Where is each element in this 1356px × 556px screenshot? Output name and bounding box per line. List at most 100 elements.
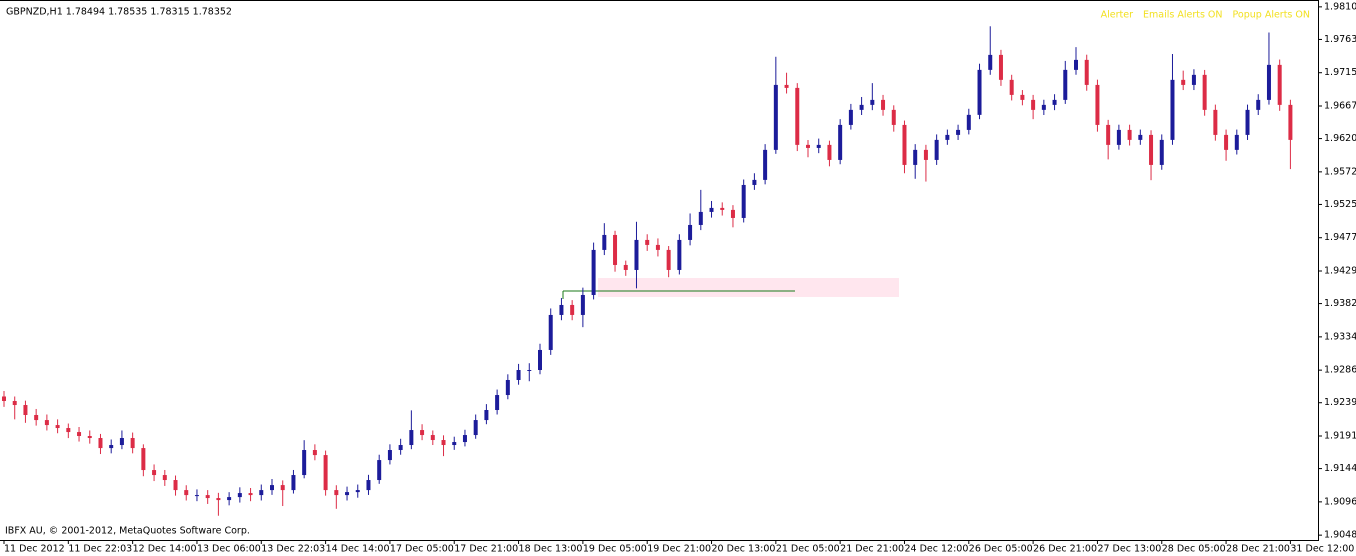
x-tick-label: 17 Dec 21:00 xyxy=(454,544,518,555)
candle-body xyxy=(730,209,735,218)
candle-body xyxy=(12,400,17,406)
x-tick-label: 28 Dec 21:00 xyxy=(1226,544,1290,555)
candle-body xyxy=(902,124,907,165)
candle-body xyxy=(430,435,435,441)
y-tick-label: 1.91910 xyxy=(1324,431,1356,442)
candle-body xyxy=(752,179,757,185)
y-tick-label: 1.92390 xyxy=(1324,397,1356,408)
candle-body xyxy=(291,475,296,491)
candle-body xyxy=(1213,109,1218,135)
alert-label: Emails Alerts ON xyxy=(1143,10,1223,21)
candle-body xyxy=(698,211,703,225)
candle-body xyxy=(1288,104,1293,140)
y-tick-label: 1.97150 xyxy=(1324,67,1356,78)
candle-body xyxy=(559,304,564,315)
candle-body xyxy=(205,495,210,499)
candle-body xyxy=(398,445,403,451)
candle-body xyxy=(227,497,232,501)
y-tick-label: 1.93820 xyxy=(1324,298,1356,309)
candle-body xyxy=(741,184,746,218)
candle-body xyxy=(1031,99,1036,110)
candle-body xyxy=(377,460,382,481)
candle-body xyxy=(859,104,864,110)
candle-body xyxy=(1224,134,1229,150)
x-tick-label: 14 Dec 14:00 xyxy=(326,544,390,555)
candle-body xyxy=(913,149,918,165)
candle-body xyxy=(237,493,242,498)
candle-body xyxy=(334,490,339,496)
candle-body xyxy=(966,114,971,130)
candle-body xyxy=(891,109,896,125)
candle-body xyxy=(655,244,660,250)
candle-body xyxy=(119,438,124,446)
x-tick-label: 24 Dec 12:00 xyxy=(904,544,968,555)
candle-body xyxy=(473,420,478,436)
candle-body xyxy=(613,234,618,265)
candle-body xyxy=(634,239,639,270)
y-tick-label: 1.96200 xyxy=(1324,133,1356,144)
y-tick-label: 1.91440 xyxy=(1324,463,1356,474)
candle-body xyxy=(312,450,317,456)
candle-body xyxy=(280,485,285,491)
candle-body xyxy=(1256,99,1261,110)
x-tick-label: 17 Dec 05:00 xyxy=(390,544,454,555)
candle-body xyxy=(666,249,671,270)
y-tick-label: 1.95720 xyxy=(1324,166,1356,177)
candle-body xyxy=(302,450,307,476)
candle-body xyxy=(44,420,49,426)
y-tick-label: 1.95250 xyxy=(1324,199,1356,210)
candle-body xyxy=(484,410,489,421)
x-tick-label: 26 Dec 21:00 xyxy=(1033,544,1097,555)
candle-body xyxy=(216,498,221,501)
candle-body xyxy=(1277,64,1282,105)
candle-body xyxy=(848,109,853,125)
x-tick-label: 19 Dec 05:00 xyxy=(583,544,647,555)
y-tick-label: 1.94770 xyxy=(1324,232,1356,243)
candle-body xyxy=(1266,64,1271,100)
candle-body xyxy=(505,379,510,396)
candle-body xyxy=(923,149,928,160)
candle-body xyxy=(1074,59,1078,70)
candle-body xyxy=(773,84,778,150)
candle-body xyxy=(1063,69,1068,100)
alert-label: Popup Alerts ON xyxy=(1233,10,1310,21)
x-tick-label: 21 Dec 21:00 xyxy=(840,544,904,555)
x-tick-label: 31 Dec 12:00 xyxy=(1290,544,1354,555)
candle-body xyxy=(795,87,800,145)
x-tick-label: 26 Dec 05:00 xyxy=(969,544,1033,555)
x-tick-label: 18 Dec 13:00 xyxy=(519,544,583,555)
candle-body xyxy=(516,370,521,380)
candle-body xyxy=(409,430,414,446)
candle-body xyxy=(387,450,392,461)
candle-body xyxy=(1234,134,1239,150)
candle-body xyxy=(720,207,725,210)
candle-body xyxy=(977,69,982,115)
candle-body xyxy=(945,134,950,140)
candle-body xyxy=(998,54,1003,80)
candle-body xyxy=(2,396,6,401)
candle-body xyxy=(1202,74,1207,110)
candle-body xyxy=(1245,109,1250,135)
candle-body xyxy=(1106,124,1111,145)
candle-body xyxy=(345,492,350,496)
candle-body xyxy=(194,495,199,497)
x-tick-label: 20 Dec 13:00 xyxy=(712,544,776,555)
candle-body xyxy=(934,139,939,160)
candle-body xyxy=(988,54,993,70)
candle-body xyxy=(548,314,553,350)
candle-body xyxy=(259,490,264,496)
candle-body xyxy=(1127,129,1132,140)
candle-body xyxy=(1159,139,1164,165)
candle-body xyxy=(23,405,28,415)
candle-body xyxy=(570,304,575,315)
y-tick-label: 1.90960 xyxy=(1324,496,1356,507)
y-tick-label: 1.92860 xyxy=(1324,365,1356,376)
candle-body xyxy=(130,438,135,449)
candle-body xyxy=(1170,79,1175,140)
candle-body xyxy=(1052,99,1057,105)
candle-body xyxy=(34,414,39,421)
candle-body xyxy=(677,239,682,270)
candle-body xyxy=(1116,129,1121,145)
x-tick-label: 19 Dec 21:00 xyxy=(647,544,711,555)
